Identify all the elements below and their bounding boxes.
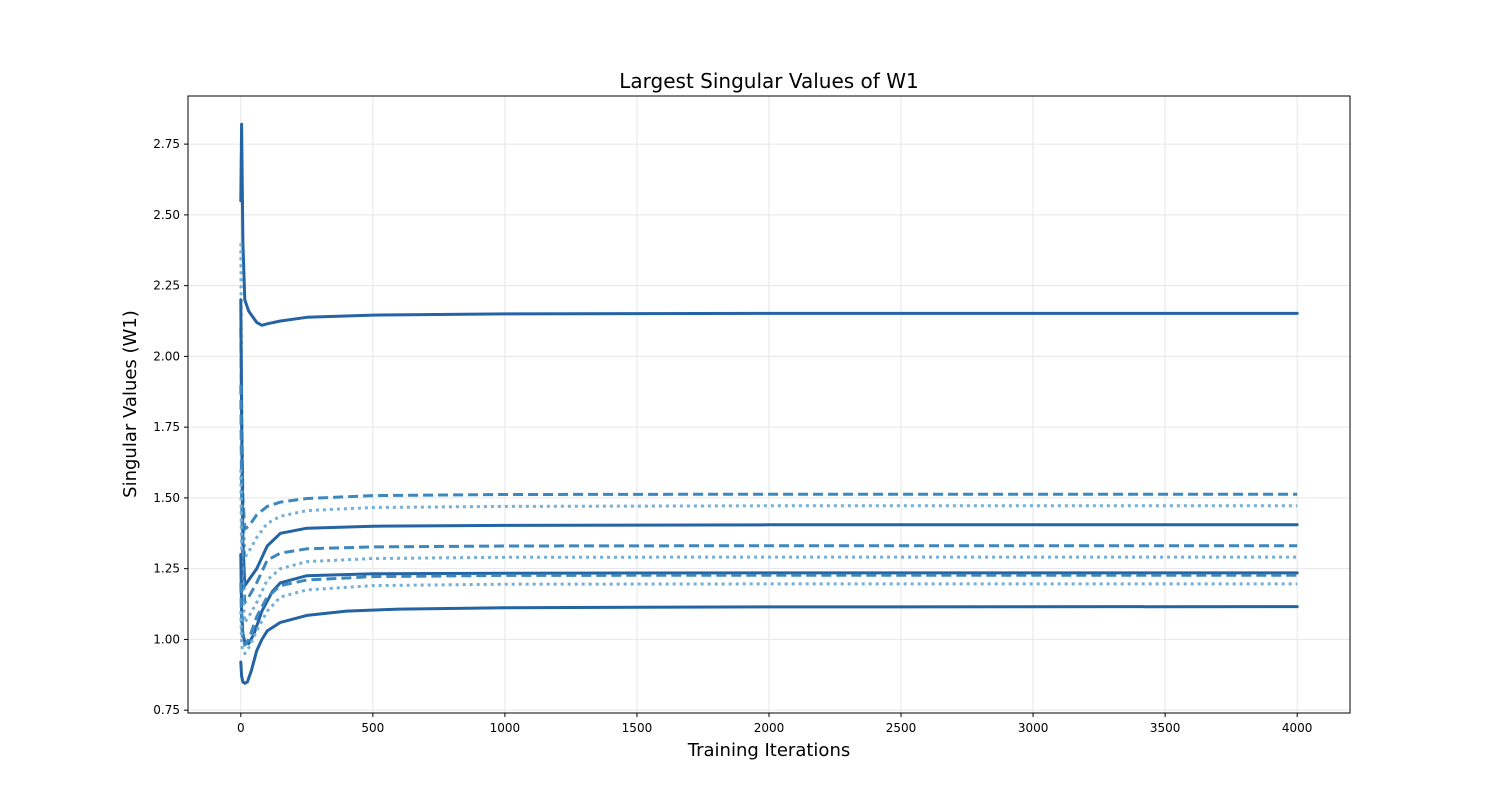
x-tick-label: 500 <box>361 721 384 735</box>
y-tick-label: 1.00 <box>153 632 180 646</box>
x-tick-label: 1000 <box>490 721 521 735</box>
x-tick-label: 3000 <box>1018 721 1049 735</box>
series-line-10-solid <box>239 605 1299 685</box>
x-tick-label: 4000 <box>1282 721 1313 735</box>
x-tick-label: 1500 <box>622 721 653 735</box>
x-tick-label: 2500 <box>886 721 917 735</box>
grid <box>188 96 1350 713</box>
y-tick-label: 1.50 <box>153 491 180 505</box>
ticks: 0 500 1000 1500 2000 2500 3000 3500 4000 0.75 1.00… <box>153 137 1312 735</box>
y-tick-label: 2.25 <box>153 279 180 293</box>
y-tick-label: 2.50 <box>153 208 180 222</box>
x-tick-label: 2000 <box>754 721 785 735</box>
x-axis-title: Training Iterations <box>687 740 850 761</box>
y-tick-label: 1.25 <box>153 562 180 576</box>
series-line-9-dotted <box>239 582 1298 656</box>
y-tick-label: 0.75 <box>153 703 180 717</box>
series-group <box>239 122 1299 685</box>
x-tick-label: 0 <box>237 721 245 735</box>
y-tick-label: 1.75 <box>153 420 180 434</box>
series-line-1-solid <box>239 122 1299 327</box>
y-axis-title: Singular Values (W1) <box>120 310 141 498</box>
chart-title: Largest Singular Values of W1 <box>619 69 918 93</box>
x-tick-label: 3500 <box>1150 721 1181 735</box>
y-tick-label: 2.00 <box>153 349 180 363</box>
y-tick-label: 2.75 <box>153 137 180 151</box>
